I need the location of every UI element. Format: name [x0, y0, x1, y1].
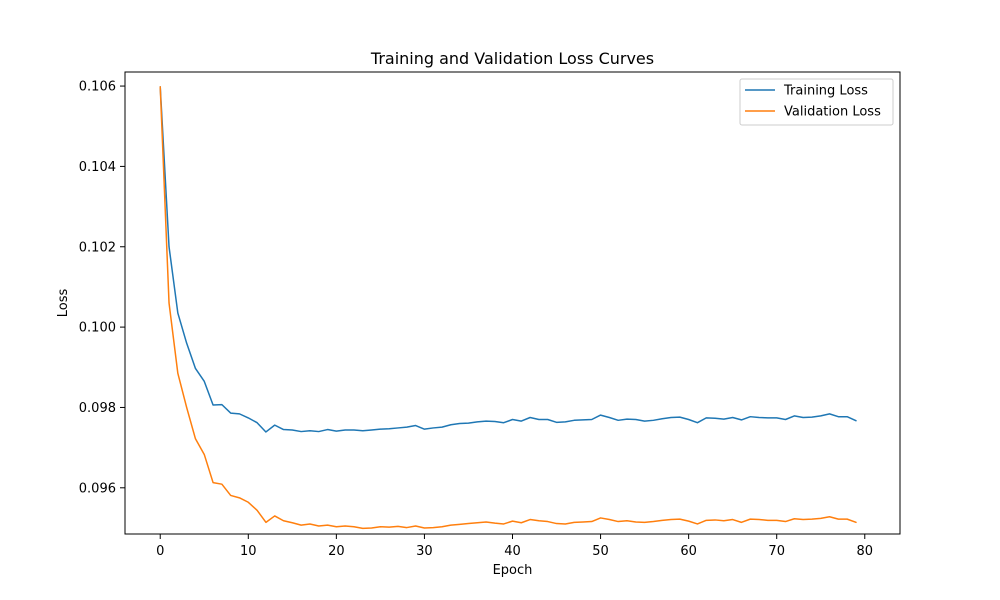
plot-layer: [159, 86, 857, 530]
y-tick-label: 0.096: [79, 481, 116, 496]
legend-box: [739, 78, 894, 126]
x-axis-label: Epoch: [493, 563, 533, 578]
legend-label-training-loss: Training Loss: [783, 84, 868, 99]
x-tick-label: 30: [416, 544, 433, 559]
y-tick-label: 0.104: [79, 160, 116, 175]
x-tick-label: 40: [504, 544, 521, 559]
x-tick-label: 0: [156, 544, 164, 559]
y-tick-label: 0.098: [79, 401, 116, 416]
series-line-training-loss: [159, 86, 857, 433]
chart-title: Training and Validation Loss Curves: [370, 49, 654, 68]
x-tick-label: 60: [680, 544, 697, 559]
y-tick-label: 0.106: [79, 80, 116, 95]
y-tick-label: 0.102: [79, 240, 116, 255]
x-tick-label: 70: [768, 544, 785, 559]
x-tick-label: 50: [592, 544, 609, 559]
legend: Training Loss Validation Loss: [739, 78, 894, 126]
x-axis-ticks: 0 10 20 30 40 50 60 70 80: [156, 534, 873, 559]
y-axis-label: Loss: [56, 289, 71, 318]
y-tick-label: 0.100: [79, 321, 116, 336]
legend-label-validation-loss: Validation Loss: [784, 105, 881, 120]
x-tick-label: 20: [328, 544, 345, 559]
series-line-validation-loss: [159, 86, 857, 530]
y-axis-ticks: 0.096 0.098 0.100 0.102 0.104 0.106: [79, 80, 125, 496]
x-tick-label: 10: [240, 544, 257, 559]
x-tick-label: 80: [856, 544, 873, 559]
